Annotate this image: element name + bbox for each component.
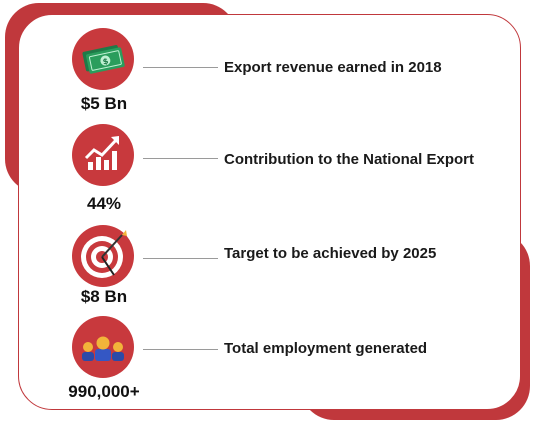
stat-label: Export revenue earned in 2018	[224, 59, 442, 76]
stat-label: Total employment generated	[224, 340, 428, 357]
connector-line	[143, 158, 218, 159]
stat-value: $5 Bn	[80, 94, 128, 113]
stat-value: 990,000+	[68, 382, 140, 401]
stat-row-export-revenue: $ $5 Bn Export revenue earned in 2018	[0, 28, 540, 120]
stat-label: Contribution to the National Export	[224, 151, 474, 168]
money-icon: $	[72, 28, 134, 90]
svg-text:$: $	[102, 56, 110, 66]
connector-line	[143, 349, 218, 350]
stat-value: 44%	[86, 194, 122, 213]
stat-row-target-2025: $8 Bn Target to be achieved by 2025	[0, 223, 540, 315]
stat-row-national-export: 44% Contribution to the National Export	[0, 124, 540, 216]
stat-value: $8 Bn	[80, 287, 128, 306]
connector-line	[143, 258, 218, 259]
people-icon	[72, 316, 134, 378]
stat-row-employment: 990,000+ Total employment generated	[0, 316, 540, 408]
connector-line	[143, 67, 218, 68]
stat-label: Target to be achieved by 2025	[224, 245, 437, 262]
growth-chart-icon	[72, 124, 134, 186]
target-icon	[72, 225, 134, 287]
